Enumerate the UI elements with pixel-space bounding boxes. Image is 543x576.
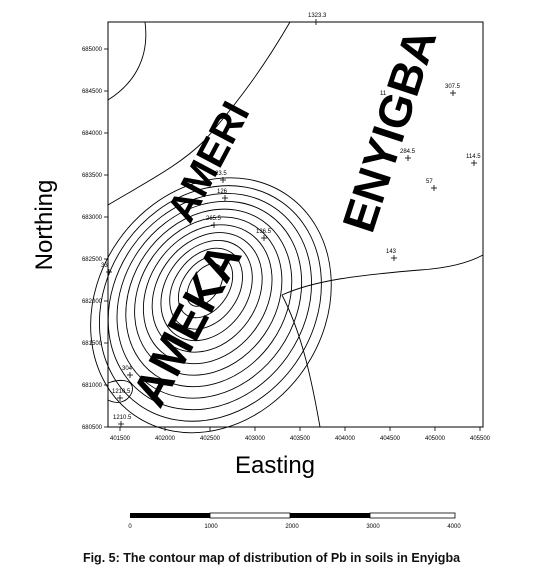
contour-line [151, 232, 263, 353]
y-tick-label: 680500 [82, 425, 103, 431]
contour-line [142, 224, 273, 365]
contour-line [177, 255, 234, 319]
y-tick-label: 681000 [82, 383, 103, 389]
sample-label: 23.5 [215, 171, 227, 177]
contour-line [134, 216, 283, 376]
sample-label: 1323.3 [308, 13, 327, 19]
sample-label: 1210.5 [113, 415, 132, 421]
contour-line [107, 21, 147, 101]
sample-label: 1210.5 [112, 389, 131, 395]
contour-line [98, 185, 322, 422]
x-axis-label: Easting [235, 452, 315, 479]
x-tick-label: 402000 [155, 436, 176, 442]
scale-bar-label: 4000 [447, 524, 461, 530]
figure-caption: Fig. 5: The contour map of distribution … [82, 551, 461, 565]
sample-label: 265.5 [206, 216, 222, 222]
place-ameri: AMERI [159, 95, 258, 229]
contour-line [281, 294, 321, 428]
y-axis-label: Northing [31, 180, 58, 271]
y-tick-label: 681500 [82, 341, 103, 347]
contour-line [281, 254, 484, 296]
sample-point: 126 [217, 189, 228, 201]
sample-point: 136.5 [256, 229, 272, 241]
sample-point: 114.5 [466, 154, 481, 166]
x-tick-label: 401500 [110, 436, 131, 442]
sample-point: 304 [122, 366, 133, 378]
sample-label: 33 [101, 263, 108, 269]
contour-line [125, 208, 293, 388]
y-tick-label: 682500 [82, 257, 103, 263]
y-tick-label: 683000 [82, 215, 103, 221]
sample-label: 57 [426, 179, 433, 185]
sample-points: 1323.3 11 307.5 284.5 114.5 57 23.5 126 265.5 136… [101, 13, 481, 427]
sample-label: 284.5 [400, 149, 416, 155]
sample-label: 11 [380, 91, 387, 97]
scale-bar-label: 2000 [285, 524, 299, 530]
sample-point: 57 [426, 179, 437, 191]
contour-line [107, 193, 312, 411]
x-tick-label: 404500 [380, 436, 401, 442]
y-tick-label: 682000 [82, 299, 103, 305]
map-frame [107, 21, 484, 428]
contour-line [160, 239, 253, 342]
sample-point: 11 [380, 91, 391, 103]
y-tick-label: 685000 [82, 47, 103, 53]
sample-point: 1210.5 [113, 415, 132, 427]
x-tick-label: 405500 [470, 436, 491, 442]
sample-point: 307.5 [445, 84, 461, 96]
scale-bar: 0 1000 2000 3000 4000 [128, 512, 461, 530]
contour-lines [90, 177, 332, 434]
scale-bar-label: 0 [128, 524, 132, 530]
contour-map: AMERI ENYIGBA AMEKA 1323.3 11 307.5 284.5 11… [31, 13, 491, 530]
sample-point: 23.5 [215, 171, 227, 183]
y-tick-label: 684000 [82, 131, 103, 137]
x-axis-ticks: 401500 402000 402500 403000 403500 404000 4045… [110, 427, 491, 442]
sample-point: 143 [386, 249, 397, 261]
sample-point: 33 [101, 263, 112, 275]
x-tick-label: 404000 [335, 436, 356, 442]
contour-line [107, 21, 291, 206]
y-tick-label: 683500 [82, 173, 103, 179]
sample-label: 114.5 [466, 154, 481, 160]
contour-line [169, 247, 243, 330]
place-ameka: AMEKA [123, 235, 252, 415]
scale-bar-label: 1000 [204, 524, 218, 530]
x-tick-label: 403500 [290, 436, 311, 442]
sample-label: 126 [217, 189, 228, 195]
y-tick-label: 684500 [82, 89, 103, 95]
contour-line [116, 200, 303, 399]
scale-bar-label: 3000 [366, 524, 380, 530]
contour-line [186, 263, 224, 307]
sample-point: 265.5 [206, 216, 222, 228]
sample-label: 136.5 [256, 229, 272, 235]
x-tick-label: 403000 [245, 436, 266, 442]
sample-label: 143 [386, 249, 397, 255]
sample-label: 304 [122, 366, 133, 372]
x-tick-label: 405000 [425, 436, 446, 442]
place-enyigba: ENYIGBA [332, 23, 446, 238]
sample-label: 307.5 [445, 84, 461, 90]
sample-point: 1210.5 [112, 389, 131, 401]
sample-point: 284.5 [400, 149, 416, 161]
contour-line [90, 177, 332, 434]
y-axis-ticks: 680500 681000 681500 682000 682500 683000 6835… [82, 47, 108, 431]
sample-point: 1323.3 [308, 13, 327, 25]
x-tick-label: 402500 [200, 436, 221, 442]
contour-line [107, 380, 133, 403]
